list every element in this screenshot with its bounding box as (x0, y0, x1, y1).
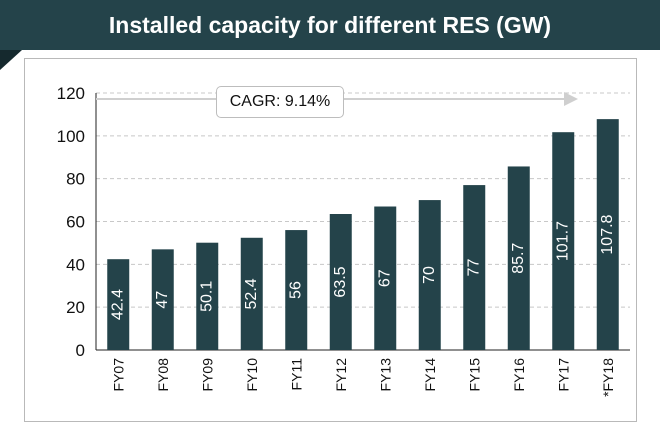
bar-value-label: 77 (466, 259, 483, 277)
bar (151, 249, 174, 350)
bar (463, 185, 486, 350)
bar-value-label: 107.8 (599, 214, 616, 254)
bar-value-label: 56 (288, 281, 305, 299)
x-tick-label: FY10 (244, 358, 260, 392)
bar (240, 237, 263, 350)
y-tick-label: 40 (66, 255, 85, 274)
bar (285, 230, 308, 350)
bar-value-label: 52.4 (243, 278, 260, 309)
y-tick-label: 60 (66, 213, 85, 232)
y-tick-label: 80 (66, 170, 85, 189)
bar-value-label: 50.1 (199, 281, 216, 312)
cagr-arrow-head (564, 92, 578, 106)
x-tick-label: FY17 (555, 358, 571, 392)
y-tick-label: 100 (57, 127, 85, 146)
bar-value-label: 70 (421, 266, 438, 284)
x-tick-label: *FY18 (600, 358, 616, 397)
bar-value-label: 47 (154, 291, 171, 309)
bar (196, 242, 219, 350)
bar-value-label: 85.7 (510, 243, 527, 274)
chart-title: Installed capacity for different RES (GW… (108, 12, 552, 38)
bar (418, 200, 441, 350)
bar (507, 166, 530, 350)
y-tick-label: 120 (57, 84, 85, 103)
x-tick-label: FY11 (288, 358, 304, 391)
x-tick-label: FY12 (333, 358, 349, 392)
x-tick-label: FY16 (511, 358, 527, 392)
ribbon-fold (0, 50, 22, 70)
bar-value-label: 67 (377, 269, 394, 287)
x-tick-label: FY07 (110, 358, 126, 392)
y-tick-label: 20 (66, 298, 85, 317)
bar (107, 259, 130, 350)
bar (374, 206, 397, 350)
x-tick-label: FY08 (155, 358, 171, 392)
y-tick-label: 0 (76, 341, 85, 360)
title-bar: Installed capacity for different RES (GW… (0, 0, 660, 50)
bar-value-label: 101.7 (555, 221, 572, 261)
x-tick-label: FY14 (422, 358, 438, 392)
bar (552, 132, 575, 350)
bar (596, 119, 619, 351)
bar-value-label: 42.4 (110, 289, 127, 320)
cagr-annotation: CAGR: 9.14% (216, 86, 344, 118)
bar-value-label: 63.5 (332, 266, 349, 297)
x-tick-label: FY13 (377, 358, 393, 392)
bar (329, 214, 352, 350)
x-tick-label: FY15 (466, 358, 482, 392)
x-tick-label: FY09 (199, 358, 215, 392)
